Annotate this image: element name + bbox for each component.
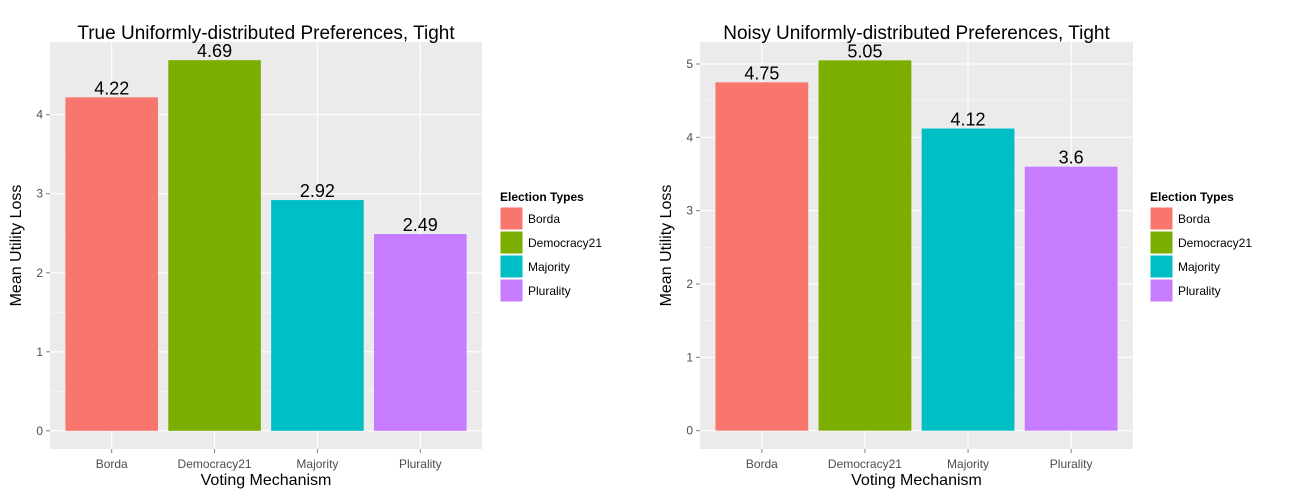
y-tick-label: 0 (686, 424, 693, 438)
x-tick-label: Majority (296, 457, 338, 471)
y-tick-label: 0 (36, 424, 43, 438)
legend-label: Borda (528, 212, 560, 226)
legend-swatch-borda (1150, 207, 1173, 230)
chart-title: True Uniformly-distributed Preferences, … (77, 23, 455, 44)
x-tick-label: Democracy21 (828, 457, 902, 471)
data-label: 3.6 (1059, 148, 1084, 168)
y-tick-label: 4 (686, 130, 693, 144)
x-tick-label: Democracy21 (178, 457, 252, 471)
legend-swatch-plurality (500, 279, 523, 302)
bar-majority (921, 128, 1015, 431)
data-label: 4.12 (951, 110, 986, 130)
legend-title: Election Types (500, 190, 584, 204)
y-tick-label: 3 (36, 187, 43, 201)
bar-democracy21 (818, 60, 912, 431)
data-label: 2.92 (300, 181, 335, 201)
x-tick-label: Borda (96, 457, 128, 471)
bar-democracy21 (168, 60, 261, 431)
legend: Election Types Borda Democracy21 Majority Pl… (1149, 190, 1252, 303)
data-label: 5.05 (847, 41, 882, 61)
y-tick-label: 1 (36, 345, 43, 359)
y-tick-label: 2 (686, 277, 693, 291)
x-tick-label: Majority (947, 457, 989, 471)
bar-plurality (1024, 166, 1118, 431)
x-tick-label: Plurality (399, 457, 442, 471)
legend-swatch-plurality (1150, 279, 1173, 302)
legend-swatch-borda (500, 207, 523, 230)
legend-label: Plurality (1178, 284, 1221, 298)
chart-title: Noisy Uniformly-distributed Preferences,… (723, 23, 1110, 44)
y-axis-title: Mean Utility Loss (658, 185, 675, 307)
x-axis-title: Voting Mechanism (851, 472, 982, 489)
data-label: 4.69 (197, 41, 232, 61)
legend-swatch-democracy21 (1150, 231, 1173, 254)
y-tick-label: 5 (686, 57, 693, 71)
chart-panel-1: 4.22 4.69 2.92 2.49 0 1 2 3 4 Borda Democracy21 Maj… (8, 23, 602, 489)
legend-label: Plurality (528, 284, 571, 298)
bar-borda (65, 97, 158, 431)
legend-title: Election Types (1150, 190, 1234, 204)
legend-swatch-majority (500, 255, 523, 278)
legend-label: Democracy21 (1178, 236, 1252, 250)
y-tick-label: 4 (36, 108, 43, 122)
y-tick-label: 1 (686, 350, 693, 364)
bar-majority (271, 200, 364, 431)
y-tick-label: 3 (686, 204, 693, 218)
legend-label: Majority (1178, 260, 1220, 274)
chart-panel-2: 4.75 5.05 4.12 3.6 0 1 2 3 4 5 Borda Democracy21 Maj… (658, 23, 1252, 489)
legend-label: Borda (1178, 212, 1210, 226)
bar-borda (715, 82, 809, 431)
x-tick-label: Plurality (1050, 457, 1093, 471)
data-label: 2.49 (403, 215, 438, 235)
data-label: 4.75 (744, 63, 779, 83)
y-axis-title: Mean Utility Loss (8, 185, 25, 307)
legend-swatch-democracy21 (500, 231, 523, 254)
y-tick-label: 2 (36, 266, 43, 280)
legend-label: Majority (528, 260, 570, 274)
bar-plurality (374, 234, 467, 431)
legend-label: Democracy21 (528, 236, 602, 250)
x-axis-title: Voting Mechanism (201, 472, 332, 489)
legend: Election Types Borda Democracy21 Majority Pl… (499, 190, 602, 303)
data-label: 4.22 (94, 78, 129, 98)
legend-swatch-majority (1150, 255, 1173, 278)
x-tick-label: Borda (746, 457, 778, 471)
